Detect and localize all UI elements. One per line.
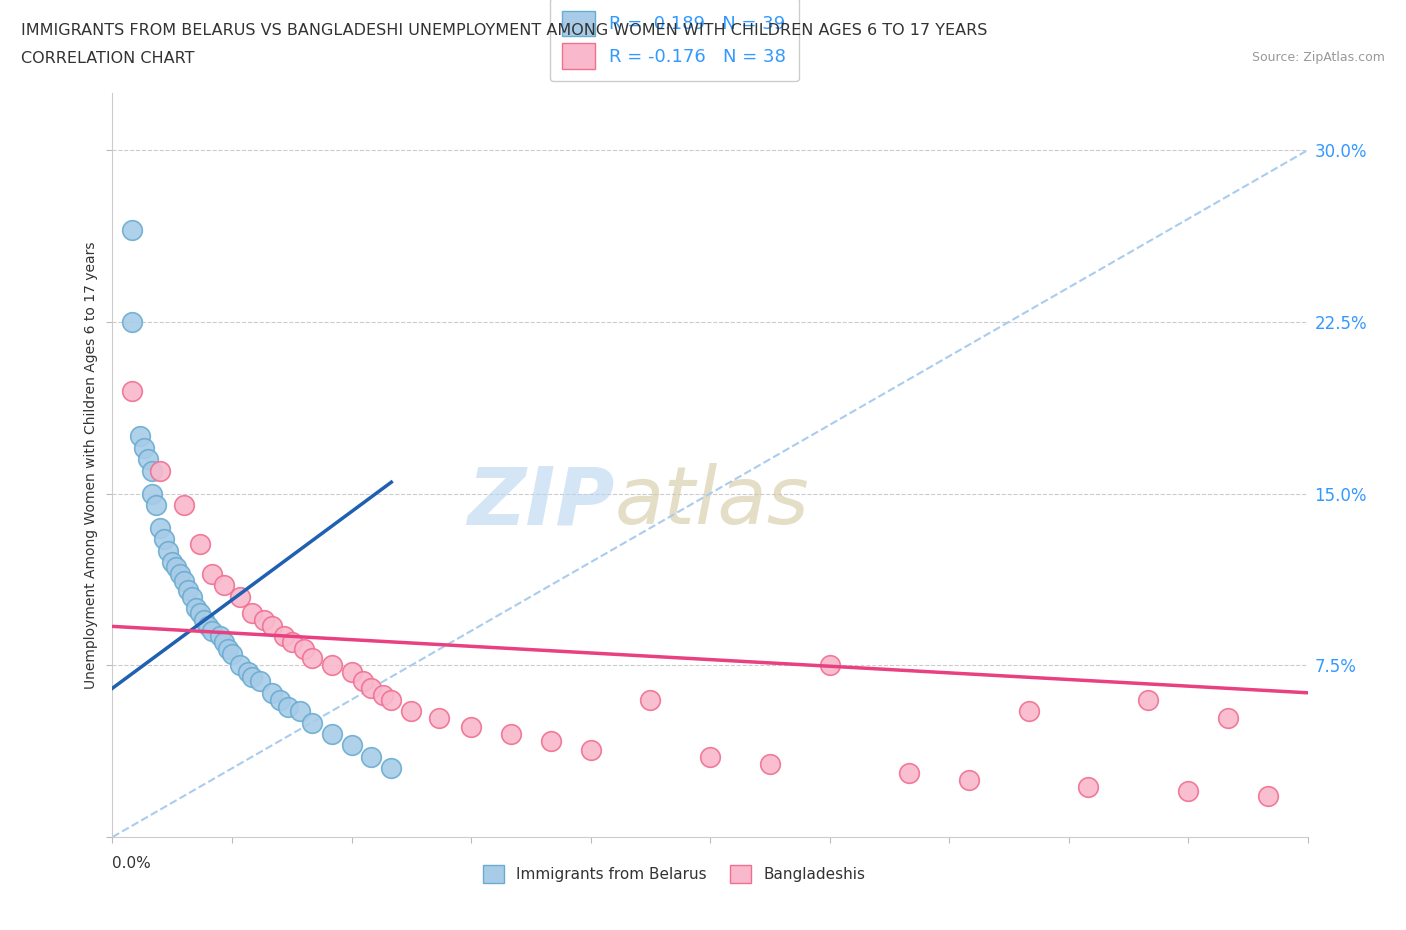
Point	[212, 635, 235, 650]
Point	[759, 756, 782, 771]
Point	[253, 612, 276, 627]
Point	[353, 674, 375, 689]
Point	[360, 681, 382, 696]
Point	[240, 670, 263, 684]
Point	[181, 590, 204, 604]
Point	[288, 704, 311, 719]
Point	[360, 750, 382, 764]
Point	[380, 692, 402, 707]
Point	[281, 635, 304, 650]
Point	[193, 612, 215, 627]
Point	[141, 486, 163, 501]
Point	[121, 383, 143, 398]
Point	[260, 685, 283, 700]
Point	[138, 452, 160, 467]
Point	[249, 674, 271, 689]
Text: CORRELATION CHART: CORRELATION CHART	[21, 51, 194, 66]
Point	[340, 665, 363, 680]
Point	[240, 605, 263, 620]
Point	[1257, 789, 1279, 804]
Point	[121, 223, 143, 238]
Point	[197, 619, 219, 634]
Point	[640, 692, 662, 707]
Point	[1177, 784, 1199, 799]
Point	[273, 628, 295, 643]
Point	[173, 573, 195, 588]
Text: 0.0%: 0.0%	[112, 856, 152, 870]
Point	[157, 543, 180, 558]
Point	[957, 772, 980, 787]
Point	[186, 601, 208, 616]
Point	[301, 715, 323, 730]
Point	[188, 605, 211, 620]
Point	[229, 590, 252, 604]
Point	[121, 314, 143, 329]
Point	[229, 658, 252, 672]
Point	[460, 720, 482, 735]
Point	[277, 699, 299, 714]
Point	[401, 704, 423, 719]
Point	[221, 646, 243, 661]
Point	[162, 555, 183, 570]
Text: ZIP: ZIP	[467, 463, 614, 541]
Point	[217, 642, 239, 657]
Point	[321, 726, 343, 741]
Point	[373, 687, 395, 702]
Point	[380, 761, 402, 776]
Point	[188, 537, 211, 551]
Point	[149, 521, 172, 536]
Point	[292, 642, 315, 657]
Point	[260, 619, 283, 634]
Point	[1018, 704, 1040, 719]
Point	[169, 566, 191, 581]
Point	[201, 566, 224, 581]
Point	[818, 658, 841, 672]
Point	[579, 742, 602, 757]
Point	[177, 582, 200, 597]
Point	[340, 738, 363, 753]
Point	[301, 651, 323, 666]
Point	[540, 734, 562, 749]
Point	[427, 711, 450, 725]
Point	[173, 498, 195, 512]
Text: IMMIGRANTS FROM BELARUS VS BANGLADESHI UNEMPLOYMENT AMONG WOMEN WITH CHILDREN AG: IMMIGRANTS FROM BELARUS VS BANGLADESHI U…	[21, 23, 987, 38]
Text: Source: ZipAtlas.com: Source: ZipAtlas.com	[1251, 51, 1385, 64]
Point	[499, 726, 522, 741]
Point	[1077, 779, 1099, 794]
Point	[1216, 711, 1239, 725]
Point	[699, 750, 721, 764]
Point	[145, 498, 167, 512]
Point	[321, 658, 343, 672]
Point	[269, 692, 291, 707]
Point	[153, 532, 176, 547]
Legend: Immigrants from Belarus, Bangladeshis: Immigrants from Belarus, Bangladeshis	[477, 859, 872, 889]
Point	[165, 560, 187, 575]
Point	[1137, 692, 1160, 707]
Point	[201, 623, 224, 638]
Text: atlas: atlas	[614, 463, 810, 541]
Point	[141, 463, 163, 478]
Point	[212, 578, 235, 592]
Point	[134, 441, 156, 456]
Y-axis label: Unemployment Among Women with Children Ages 6 to 17 years: Unemployment Among Women with Children A…	[84, 241, 98, 689]
Point	[236, 665, 259, 680]
Point	[129, 429, 152, 444]
Point	[898, 765, 921, 780]
Point	[209, 628, 232, 643]
Point	[149, 463, 172, 478]
